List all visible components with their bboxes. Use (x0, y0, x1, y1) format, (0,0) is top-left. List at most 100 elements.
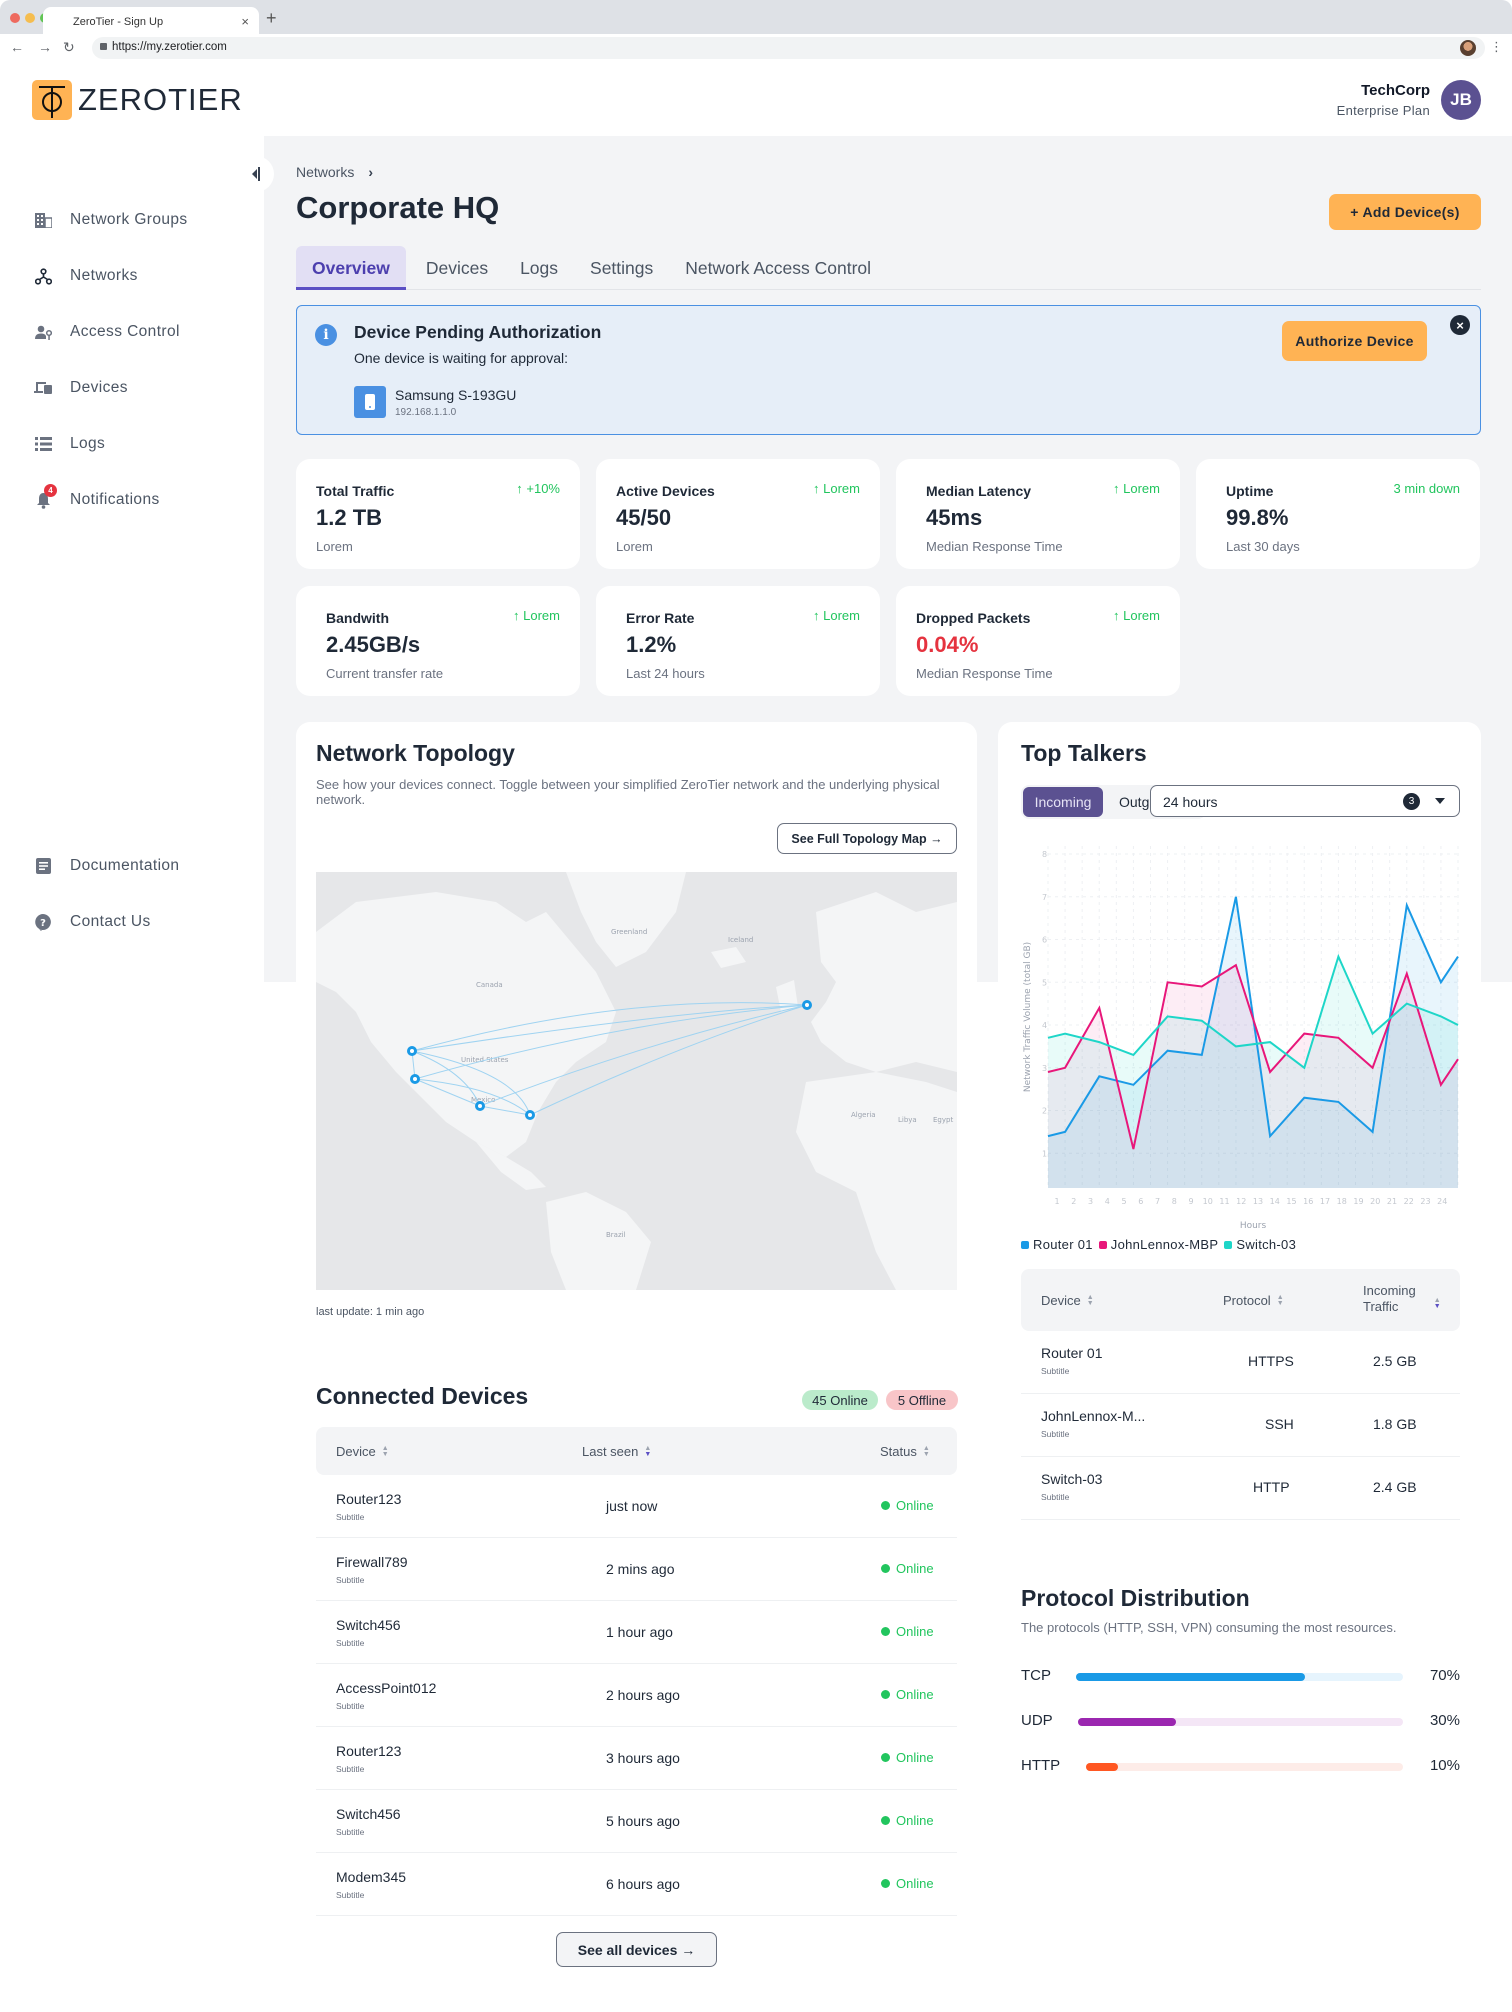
outgoing-toggle-button[interactable]: Outg (1119, 794, 1150, 810)
svg-text:Algeria: Algeria (851, 1111, 876, 1119)
protocol-distribution-title: Protocol Distribution (1021, 1585, 1250, 1611)
stat-label: Bandwith (326, 610, 389, 626)
sidebar-item-notifications[interactable]: 4 Notifications (34, 484, 160, 509)
device-table-row[interactable]: AccessPoint012 Subtitle 2 hours ago Onli… (316, 1664, 957, 1727)
svg-text:5: 5 (1042, 978, 1047, 987)
tab-network-access-control[interactable]: Network Access Control (685, 258, 872, 278)
device-last-seen: 2 hours ago (606, 1687, 680, 1703)
user-avatar[interactable]: JB (1441, 80, 1481, 120)
svg-text:1: 1 (1054, 1197, 1059, 1206)
sidebar-collapse-button[interactable] (238, 156, 274, 192)
device-table-row[interactable]: Router123 Subtitle 3 hours ago Online (316, 1727, 957, 1790)
lock-icon (100, 43, 107, 50)
device-name: Modem345 (336, 1869, 407, 1885)
reload-icon[interactable]: ↻ (63, 39, 75, 55)
connected-devices-table-header: Device ▲ ▼ Last seen ▲ ▼ Status ▲ ▼ (316, 1427, 957, 1475)
protocol-bar-fill (1086, 1763, 1118, 1771)
info-icon: i (315, 324, 337, 346)
breadcrumb-networks-link[interactable]: Networks (296, 164, 355, 180)
column-header-device[interactable]: Device ▲ ▼ (336, 1444, 389, 1459)
column-header-status[interactable]: Status ▲ ▼ (880, 1444, 930, 1459)
browser-profile-avatar[interactable] (1460, 40, 1476, 56)
stat-label: Total Traffic (316, 483, 395, 499)
account-info[interactable]: TechCorp Enterprise Plan (1337, 82, 1430, 118)
protocol-bar-track (1076, 1673, 1403, 1681)
stat-value: 45/50 (616, 505, 672, 530)
chevron-right-icon: › (368, 164, 374, 180)
sidebar-item-network-groups[interactable]: Network Groups (34, 211, 188, 229)
device-table-row[interactable]: Switch456 Subtitle 5 hours ago Online (316, 1790, 957, 1853)
column-header-last-seen[interactable]: Last seen ▲ ▼ (582, 1444, 652, 1459)
svg-text:2: 2 (1042, 1107, 1047, 1116)
incoming-toggle-button[interactable]: Incoming (1023, 787, 1103, 817)
svg-text:Network Traffic Volume (total: Network Traffic Volume (total GB) (1023, 942, 1033, 1092)
sidebar-item-devices[interactable]: Devices (34, 379, 128, 397)
tab-close-icon[interactable]: × (241, 14, 249, 29)
sidebar-item-label: Documentation (70, 857, 180, 874)
url-input[interactable]: https://my.zerotier.com ☆ (92, 37, 1485, 59)
zerotier-logo[interactable]: ZEROTIER (32, 80, 243, 120)
talker-device-subtitle: Subtitle (1041, 1366, 1070, 1376)
device-last-seen: 6 hours ago (606, 1876, 680, 1892)
talker-device-name: Switch-03 (1041, 1471, 1103, 1487)
new-tab-button[interactable]: + (266, 8, 277, 28)
protocol-label-http: HTTP (1021, 1757, 1061, 1774)
svg-text:21: 21 (1387, 1197, 1397, 1206)
stat-delta: ↑ Lorem (813, 481, 860, 496)
account-name: TechCorp (1361, 82, 1430, 99)
window-minimize-dot[interactable] (25, 13, 35, 23)
time-range-select[interactable]: 24 hours 3 (1150, 785, 1460, 817)
column-header-protocol[interactable]: Protocol ▲ ▼ (1223, 1293, 1284, 1308)
stat-subtitle: Median Response Time (916, 666, 1053, 681)
device-table-row[interactable]: Switch456 Subtitle 1 hour ago Online (316, 1601, 957, 1664)
talker-device-subtitle: Subtitle (1041, 1429, 1070, 1439)
column-header-device[interactable]: Device ▲ ▼ (1041, 1293, 1094, 1308)
tab-logs[interactable]: Logs (520, 258, 559, 278)
tab-settings[interactable]: Settings (590, 258, 654, 278)
talker-table-row[interactable]: Router 01 Subtitle HTTPS 2.5 GB (1021, 1331, 1460, 1394)
add-devices-button[interactable]: + Add Device(s) (1329, 194, 1481, 230)
browser-menu-icon[interactable]: ⋮ (1490, 39, 1503, 54)
svg-text:Greenland: Greenland (611, 928, 647, 936)
device-status: Online (881, 1750, 934, 1765)
talker-table-row[interactable]: JohnLennox-M... Subtitle SSH 1.8 GB (1021, 1394, 1460, 1457)
see-all-devices-button[interactable]: See all devices → (556, 1932, 717, 1967)
stat-delta: ↑ Lorem (813, 608, 860, 623)
legend-item-router-01[interactable]: Router 01 (1021, 1237, 1093, 1252)
tab-overview[interactable]: Overview (296, 246, 406, 290)
see-full-topology-button[interactable]: See Full Topology Map → (777, 823, 957, 854)
browser-tab[interactable]: ZeroTier - Sign Up × (43, 7, 259, 34)
sidebar-item-access-control[interactable]: Access Control (34, 323, 180, 341)
legend-item-switch-03[interactable]: Switch-03 (1224, 1237, 1296, 1252)
authorize-device-button[interactable]: Authorize Device (1282, 321, 1427, 361)
close-alert-icon[interactable]: × (1450, 315, 1470, 335)
caret-down-icon (1435, 798, 1445, 804)
column-header-incoming-traffic[interactable]: Incoming Traffic ▲ ▼ (1363, 1283, 1441, 1314)
sidebar-item-documentation[interactable]: Documentation (34, 857, 179, 875)
device-table-row[interactable]: Router123 Subtitle just now Online (316, 1475, 957, 1538)
forward-icon[interactable]: → (38, 39, 52, 55)
legend-item-johnlennox-mbp[interactable]: JohnLennox-MBP (1098, 1237, 1219, 1252)
back-icon[interactable]: ← (10, 39, 24, 55)
talker-device-subtitle: Subtitle (1041, 1492, 1070, 1502)
status-online-dot (881, 1816, 890, 1825)
sidebar-item-logs[interactable]: Logs (34, 435, 105, 453)
sidebar-item-networks[interactable]: Networks (34, 267, 138, 285)
network-nodes-icon (34, 267, 52, 285)
device-subtitle: Subtitle (336, 1764, 365, 1774)
talker-table-row[interactable]: Switch-03 Subtitle HTTP 2.4 GB (1021, 1457, 1460, 1520)
sidebar-item-contact-us[interactable]: ? Contact Us (34, 913, 151, 931)
topology-world-map[interactable]: Canada United States Mexico Greenland Ic… (316, 872, 957, 1290)
device-last-seen: 3 hours ago (606, 1750, 680, 1766)
device-name: AccessPoint012 (336, 1680, 437, 1696)
stat-value: 99.8% (1226, 505, 1289, 530)
logo-text: ZEROTIER (78, 82, 243, 117)
status-online-dot (881, 1879, 890, 1888)
address-bar-row: ← → ↻ https://my.zerotier.com ☆ ⋮ (0, 34, 1512, 62)
connected-devices-title: Connected Devices (316, 1383, 529, 1409)
tab-devices[interactable]: Devices (425, 258, 489, 278)
device-table-row[interactable]: Modem345 Subtitle 6 hours ago Online (316, 1853, 957, 1916)
device-table-row[interactable]: Firewall789 Subtitle 2 mins ago Online (316, 1538, 957, 1601)
window-close-dot[interactable] (10, 13, 20, 23)
